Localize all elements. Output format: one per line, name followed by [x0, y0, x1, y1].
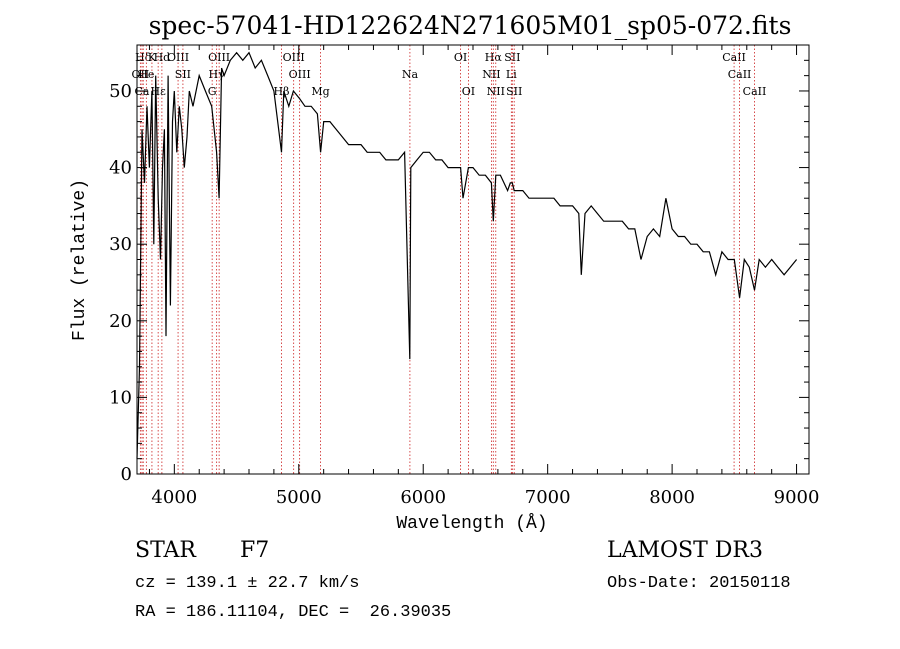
line-label-25: NII [487, 85, 505, 98]
x-tick-label-5: 9000 [774, 487, 820, 508]
x-tick-label-2: 6000 [400, 487, 446, 508]
x-axis-ticks: 4000 5000 6000 7000 8000 9000 [148, 45, 820, 508]
line-label-27: CaII [743, 85, 767, 98]
y-tick-label-2: 20 [109, 311, 132, 332]
line-label-19: Ca [134, 85, 149, 98]
line-label-6: OI [454, 51, 467, 64]
y-tick-label-0: 0 [121, 464, 132, 485]
line-label-24: OI [462, 85, 475, 98]
y-tick-label-5: 50 [109, 81, 132, 102]
line-label-26: SII [506, 85, 522, 98]
line-label-18: CaII [728, 68, 752, 81]
line-label-8: SII [504, 51, 520, 64]
line-label-5: OIII [283, 51, 305, 64]
line-label-11: He [138, 68, 154, 81]
y-tick-label-1: 10 [109, 387, 132, 408]
y-axis-label: Flux (relative) [70, 179, 90, 341]
line-label-1: K [148, 51, 157, 64]
x-tick-label-1: 5000 [276, 487, 322, 508]
line-label-22: Hβ [274, 85, 290, 98]
line-label-17: Li [506, 68, 517, 81]
line-label-16: NII [482, 68, 500, 81]
line-label-12: SII [175, 68, 191, 81]
y-tick-label-4: 40 [109, 158, 132, 179]
object-class: STAR [135, 538, 196, 563]
line-label-23: Mg [311, 85, 329, 98]
line-label-3: OIII [167, 51, 189, 64]
line-label-15: Na [402, 68, 419, 81]
line-label-2: Hd [154, 51, 171, 64]
survey-name: LAMOST DR3 [607, 538, 763, 563]
x-tick-label-4: 8000 [649, 487, 695, 508]
observation-date: Obs-Date: 20150118 [607, 574, 791, 593]
chart-title: spec-57041-HD122624N271605M01_sp05-072.f… [149, 11, 792, 40]
coordinates-readout: RA = 186.11104, DEC = 26.39035 [135, 603, 452, 622]
line-label-21: G [208, 85, 217, 98]
spectrum-series-line [136, 51, 798, 459]
line-label-14: OIII [289, 68, 311, 81]
line-label-10: OII [132, 68, 150, 81]
line-label-9: CaII [722, 51, 746, 64]
line-label-20: Hε [151, 85, 167, 98]
y-tick-label-3: 30 [109, 234, 132, 255]
line-label-7: Hα [485, 51, 503, 64]
plot-frame [136, 44, 810, 475]
x-tick-label-0: 4000 [151, 487, 197, 508]
line-label-4: OIII [208, 51, 230, 64]
object-subclass: F7 [240, 538, 270, 563]
redshift-readout: cz = 139.1 ± 22.7 km/s [135, 574, 360, 593]
x-tick-label-3: 7000 [525, 487, 571, 508]
y-axis-ticks: 0 10 20 30 40 50 [109, 59, 809, 485]
x-axis-label: Wavelength (Å) [396, 513, 547, 534]
